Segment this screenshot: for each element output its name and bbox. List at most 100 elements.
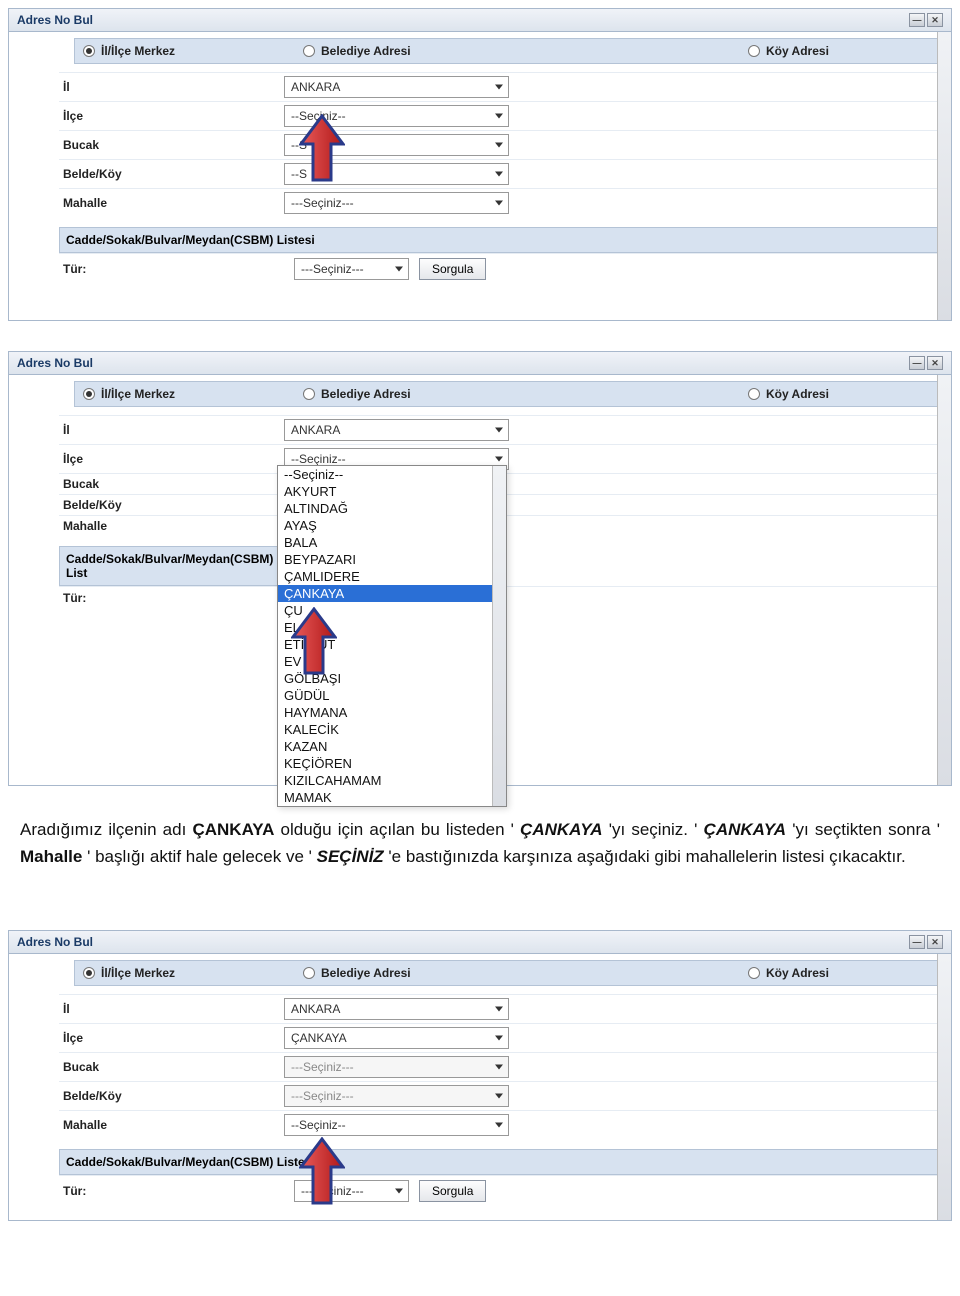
- dropdown-option[interactable]: BALA: [278, 534, 506, 551]
- radio-il-ilce-merkez[interactable]: İl/İlçe Merkez: [75, 961, 295, 985]
- label-il: İl: [59, 80, 284, 94]
- row-bucak: Bucak ---Seçiniz---: [59, 1052, 941, 1081]
- select-value: ---Seçiniz---: [291, 1060, 354, 1074]
- radio-dot-icon: [303, 967, 315, 979]
- minimize-icon[interactable]: —: [909, 13, 925, 27]
- radio-il-ilce-merkez[interactable]: İl/İlçe Merkez: [75, 39, 295, 63]
- label-il: İl: [59, 423, 284, 437]
- radio-label: İl/İlçe Merkez: [101, 387, 175, 401]
- window-title: Adres No Bul: [17, 13, 93, 27]
- select-value: ANKARA: [291, 80, 340, 94]
- label-mahalle: Mahalle: [59, 196, 284, 210]
- row-belde-koy: Belde/Köy --S: [59, 159, 941, 188]
- text: 'e bastığınızda karşınıza aşağıdaki gibi…: [388, 847, 905, 866]
- label-tur: Tür:: [59, 591, 98, 605]
- dropdown-option[interactable]: MAMAK: [278, 789, 506, 806]
- scrollbar[interactable]: [937, 32, 951, 320]
- dropdown-option[interactable]: --Seçiniz--: [278, 466, 506, 483]
- select-value: ANKARA: [291, 1002, 340, 1016]
- select-il[interactable]: ANKARA: [284, 419, 509, 441]
- sorgula-button[interactable]: Sorgula: [419, 258, 486, 280]
- radio-il-ilce-merkez[interactable]: İl/İlçe Merkez: [75, 382, 295, 406]
- label-belde-koy: Belde/Köy: [59, 167, 284, 181]
- radio-label: İl/İlçe Merkez: [101, 966, 175, 980]
- label-ilce: İlçe: [59, 109, 284, 123]
- dropdown-option[interactable]: HAYMANA: [278, 704, 506, 721]
- dropdown-option[interactable]: KIZILCAHAMAM: [278, 772, 506, 789]
- label-tur: Tür:: [59, 1184, 98, 1198]
- dropdown-option[interactable]: KEÇİÖREN: [278, 755, 506, 772]
- close-icon[interactable]: ✕: [927, 356, 943, 370]
- select-il[interactable]: ANKARA: [284, 76, 509, 98]
- radio-label: İl/İlçe Merkez: [101, 44, 175, 58]
- sorgula-button[interactable]: Sorgula: [419, 1180, 486, 1202]
- label-belde-koy: Belde/Köy: [59, 498, 284, 512]
- chevron-down-icon: [495, 428, 503, 433]
- row-tur: Tür: ---Seçiniz--- Sorgula: [59, 1175, 941, 1210]
- dropdown-option[interactable]: BEYPAZARI: [278, 551, 506, 568]
- select-value: --Seçiniz--: [291, 452, 346, 466]
- minimize-icon[interactable]: —: [909, 935, 925, 949]
- select-value: ANKARA: [291, 423, 340, 437]
- dropdown-option[interactable]: AYAŞ: [278, 517, 506, 534]
- close-icon[interactable]: ✕: [927, 13, 943, 27]
- radio-koy-adresi[interactable]: Köy Adresi: [740, 382, 940, 406]
- instruction-paragraph: Aradığımız ilçenin adı ÇANKAYA olduğu iç…: [20, 816, 940, 870]
- panel-body: İl/İlçe Merkez Belediye Adresi Köy Adres…: [9, 375, 951, 785]
- dropdown-scrollbar[interactable]: [492, 466, 506, 806]
- radio-dot-icon: [83, 45, 95, 57]
- row-il: İl ANKARA: [59, 415, 941, 444]
- select-tur[interactable]: ---Seçiniz---: [294, 258, 409, 280]
- chevron-down-icon: [495, 1094, 503, 1099]
- select-value: --Seçiniz--: [291, 1118, 346, 1132]
- radio-belediye-adresi[interactable]: Belediye Adresi: [295, 39, 740, 63]
- select-mahalle[interactable]: --Seçiniz--: [284, 1114, 509, 1136]
- radio-label: Köy Adresi: [766, 387, 829, 401]
- text: Aradığımız ilçenin adı: [20, 820, 192, 839]
- label-mahalle: Mahalle: [59, 519, 284, 533]
- annotation-arrow-icon: [291, 607, 337, 677]
- select-ilce[interactable]: ÇANKAYA: [284, 1027, 509, 1049]
- radio-label: Köy Adresi: [766, 44, 829, 58]
- radio-dot-icon: [303, 45, 315, 57]
- select-value: ---Seçiniz---: [301, 262, 364, 276]
- minimize-icon[interactable]: —: [909, 356, 925, 370]
- text: ' başlığı aktif hale gelecek ve ': [87, 847, 312, 866]
- panel-body: İl/İlçe Merkez Belediye Adresi Köy Adres…: [9, 954, 951, 1220]
- dropdown-option[interactable]: ALTINDAĞ: [278, 500, 506, 517]
- chevron-down-icon: [395, 1189, 403, 1194]
- select-mahalle[interactable]: ---Seçiniz---: [284, 192, 509, 214]
- text: olduğu için açılan bu listeden ': [281, 820, 514, 839]
- dropdown-option[interactable]: KAZAN: [278, 738, 506, 755]
- dropdown-option[interactable]: AKYURT: [278, 483, 506, 500]
- radio-label: Belediye Adresi: [321, 966, 411, 980]
- panel-adres-no-bul-1: Adres No Bul — ✕ İl/İlçe Merkez Belediye…: [8, 8, 952, 321]
- panel-body: İl/İlçe Merkez Belediye Adresi Köy Adres…: [9, 32, 951, 320]
- select-il[interactable]: ANKARA: [284, 998, 509, 1020]
- radio-label: Belediye Adresi: [321, 44, 411, 58]
- label-bucak: Bucak: [59, 477, 284, 491]
- dropdown-option[interactable]: ÇAMLIDERE: [278, 568, 506, 585]
- radio-dot-icon: [748, 388, 760, 400]
- select-belde-koy[interactable]: ---Seçiniz---: [284, 1085, 509, 1107]
- close-icon[interactable]: ✕: [927, 935, 943, 949]
- chevron-down-icon: [495, 1036, 503, 1041]
- dropdown-option[interactable]: ÇANKAYA: [278, 585, 506, 602]
- radio-koy-adresi[interactable]: Köy Adresi: [740, 961, 940, 985]
- radio-belediye-adresi[interactable]: Belediye Adresi: [295, 382, 740, 406]
- dropdown-option[interactable]: KALECİK: [278, 721, 506, 738]
- address-type-radios: İl/İlçe Merkez Belediye Adresi Köy Adres…: [74, 381, 941, 407]
- select-bucak[interactable]: ---Seçiniz---: [284, 1056, 509, 1078]
- row-ilce: İlçe ÇANKAYA: [59, 1023, 941, 1052]
- select-value: ÇANKAYA: [291, 1031, 347, 1045]
- label-belde-koy: Belde/Köy: [59, 1089, 284, 1103]
- annotation-arrow-icon: [299, 1137, 345, 1207]
- csbm-header: Cadde/Sokak/Bulvar/Meydan(CSBM) Listesi: [59, 227, 941, 253]
- radio-belediye-adresi[interactable]: Belediye Adresi: [295, 961, 740, 985]
- scrollbar[interactable]: [937, 375, 951, 785]
- text-bold-italic: ÇANKAYA: [704, 820, 786, 839]
- scrollbar[interactable]: [937, 954, 951, 1220]
- radio-koy-adresi[interactable]: Köy Adresi: [740, 39, 940, 63]
- dropdown-option[interactable]: GÜDÜL: [278, 687, 506, 704]
- row-il: İl ANKARA: [59, 994, 941, 1023]
